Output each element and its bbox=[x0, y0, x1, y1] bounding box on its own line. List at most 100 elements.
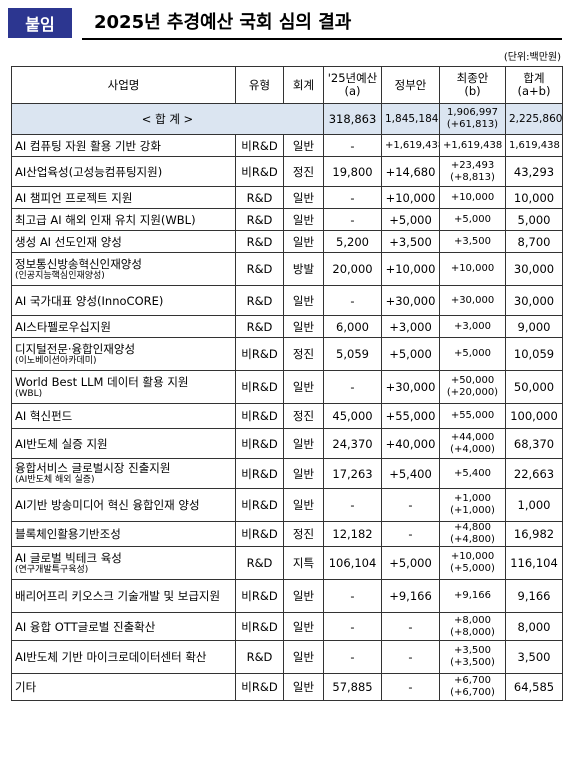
row-sum: 64,585 bbox=[505, 673, 563, 701]
col-type: 유형 bbox=[235, 66, 284, 104]
table-row: AI 혁신펀드 비R&D 정진 45,000 +55,000 +55,000 100,000 bbox=[11, 403, 563, 429]
attachment-badge: 붙임 bbox=[8, 8, 72, 38]
row-budget: 6,000 bbox=[323, 315, 382, 338]
row-final: +10,000 bbox=[439, 252, 506, 286]
row-budget: 5,200 bbox=[323, 230, 382, 253]
col-gov: 정부안 bbox=[381, 66, 440, 104]
row-final: +1,619,438 bbox=[439, 134, 506, 157]
row-gov: - bbox=[381, 640, 440, 674]
table-row: 기타 비R&D 일반 57,885- +6,700 (+6,700) 64,585 bbox=[11, 673, 563, 701]
row-budget: - bbox=[323, 579, 382, 613]
row-final: +5,000 bbox=[439, 208, 506, 231]
row-name: 디지털전문·융합인재양성 (이노베이션아카데미) bbox=[11, 337, 236, 371]
row-name: AI 컴퓨팅 자원 활용 기반 강화 bbox=[11, 134, 236, 157]
table-row: AI 챔피언 프로젝트 지원 R&D 일반 - +10,000 +10,000 10,000 bbox=[11, 186, 563, 209]
row-sum: 10,059 bbox=[505, 337, 563, 371]
row-sum: 43,293 bbox=[505, 156, 563, 187]
row-account: 일반 bbox=[283, 673, 324, 701]
row-final: +4,800 (+4,800) bbox=[439, 521, 506, 547]
row-gov: +1,619,438 bbox=[381, 134, 440, 157]
row-final: +50,000 (+20,000) bbox=[439, 370, 506, 404]
table-row: AI스타펠로우십지원 R&D 일반 6,000 +3,000 +3,000 9,000 bbox=[11, 315, 563, 338]
row-sum: 30,000 bbox=[505, 252, 563, 286]
table-row: World Best LLM 데이터 활용 지원 (WBL) 비R&D 일반 - +30,… bbox=[11, 370, 563, 404]
table-row: AI 융합 OTT글로벌 진출확산 비R&D 일반 - - +8,000 (+8,000) 8… bbox=[11, 612, 563, 641]
row-type: 비R&D bbox=[235, 612, 284, 641]
row-sum: 8,000 bbox=[505, 612, 563, 641]
table-row: 블록체인활용기반조성 비R&D 정진 12,182- +4,800 (+4,800) 16,… bbox=[11, 521, 563, 547]
row-account: 방발 bbox=[283, 252, 324, 286]
row-sum: 100,000 bbox=[505, 403, 563, 429]
row-budget: - bbox=[323, 488, 382, 522]
row-final: +3,500 (+3,500) bbox=[439, 640, 506, 674]
row-type: 비R&D bbox=[235, 673, 284, 701]
row-budget: - bbox=[323, 208, 382, 231]
row-gov: +3,500 bbox=[381, 230, 440, 253]
total-final: 1,906,997 (+61,813) bbox=[439, 103, 506, 135]
row-budget: - bbox=[323, 186, 382, 209]
col-final: 최종안 (b) bbox=[439, 66, 506, 104]
row-gov: +14,680 bbox=[381, 156, 440, 187]
row-final: +8,000 (+8,000) bbox=[439, 612, 506, 641]
row-final: +23,493 (+8,813) bbox=[439, 156, 506, 187]
row-account: 정진 bbox=[283, 403, 324, 429]
row-budget: 12,182 bbox=[323, 521, 382, 547]
page-title: 2025년 추경예산 국회 심의 결과 bbox=[94, 12, 352, 33]
row-gov: +5,000 bbox=[381, 546, 440, 580]
row-account: 정진 bbox=[283, 521, 324, 547]
table-row: AI반도체 기반 마이크로데이터센터 확산 R&D 일반 - - +3,500 (+3,50… bbox=[11, 640, 563, 674]
col-sum: 합계 (a+b) bbox=[505, 66, 563, 104]
row-type: 비R&D bbox=[235, 337, 284, 371]
row-account: 일반 bbox=[283, 640, 324, 674]
row-gov: +3,000 bbox=[381, 315, 440, 338]
row-name: AI 혁신펀드 bbox=[11, 403, 236, 429]
row-gov: - bbox=[381, 521, 440, 547]
row-gov: - bbox=[381, 673, 440, 701]
row-sum: 1,619,438 bbox=[505, 134, 563, 157]
row-sum: 116,104 bbox=[505, 546, 563, 580]
row-account: 일반 bbox=[283, 428, 324, 459]
table-row: 배리어프리 키오스크 기술개발 및 보급지원 비R&D 일반 - +9,166 +9,16… bbox=[11, 579, 563, 613]
row-budget: - bbox=[323, 370, 382, 404]
row-name: AI반도체 실증 지원 bbox=[11, 428, 236, 459]
row-gov: +30,000 bbox=[381, 285, 440, 316]
row-type: R&D bbox=[235, 186, 284, 209]
table-row: 정보통신방송혁신인재양성 (인공지능핵심인재양성) R&D 방발 20,000 +10,0… bbox=[11, 252, 563, 286]
row-sum: 9,000 bbox=[505, 315, 563, 338]
header-row: 사업명 유형 회계 '25년예산 (a) 정부안 최종안 (b) 합계 (a+b) bbox=[11, 66, 563, 104]
row-account: 일반 bbox=[283, 370, 324, 404]
row-account: 일반 bbox=[283, 488, 324, 522]
row-sum: 10,000 bbox=[505, 186, 563, 209]
title-bar: 붙임 2025년 추경예산 국회 심의 결과 bbox=[8, 8, 562, 40]
row-name: 블록체인활용기반조성 bbox=[11, 521, 236, 547]
row-account: 정진 bbox=[283, 156, 324, 187]
row-name: AI 챔피언 프로젝트 지원 bbox=[11, 186, 236, 209]
row-type: R&D bbox=[235, 230, 284, 253]
row-final: +1,000 (+1,000) bbox=[439, 488, 506, 522]
row-gov: +55,000 bbox=[381, 403, 440, 429]
total-budget: 318,863 bbox=[323, 103, 382, 135]
row-gov: +10,000 bbox=[381, 252, 440, 286]
row-final: +44,000 (+4,000) bbox=[439, 428, 506, 459]
table-row: AI 컴퓨팅 자원 활용 기반 강화 비R&D 일반 - +1,619,438 +1,61… bbox=[11, 134, 563, 157]
row-gov: +9,166 bbox=[381, 579, 440, 613]
row-sum: 5,000 bbox=[505, 208, 563, 231]
row-budget: 57,885 bbox=[323, 673, 382, 701]
row-account: 일반 bbox=[283, 315, 324, 338]
row-final: +3,500 bbox=[439, 230, 506, 253]
row-name: AI기반 방송미디어 혁신 융합인재 양성 bbox=[11, 488, 236, 522]
col-account: 회계 bbox=[283, 66, 324, 104]
row-budget: 24,370 bbox=[323, 428, 382, 459]
row-final: +10,000 bbox=[439, 186, 506, 209]
table-row: AI산업육성(고성능컴퓨팅지원) 비R&D 정진 19,800 +14,680 +23,4… bbox=[11, 156, 563, 187]
row-final: +9,166 bbox=[439, 579, 506, 613]
row-account: 일반 bbox=[283, 134, 324, 157]
table-row: AI반도체 실증 지원 비R&D 일반 24,370 +40,000 +44,000 (+4… bbox=[11, 428, 563, 459]
row-name: AI반도체 기반 마이크로데이터센터 확산 bbox=[11, 640, 236, 674]
row-type: 비R&D bbox=[235, 428, 284, 459]
row-name: AI 국가대표 양성(InnoCORE) bbox=[11, 285, 236, 316]
table-row: 융합서비스 글로벌시장 진출지원 (AI반도체 해외 실증) 비R&D 일반 17,26… bbox=[11, 458, 563, 489]
row-type: 비R&D bbox=[235, 488, 284, 522]
row-budget: 20,000 bbox=[323, 252, 382, 286]
row-type: 비R&D bbox=[235, 403, 284, 429]
